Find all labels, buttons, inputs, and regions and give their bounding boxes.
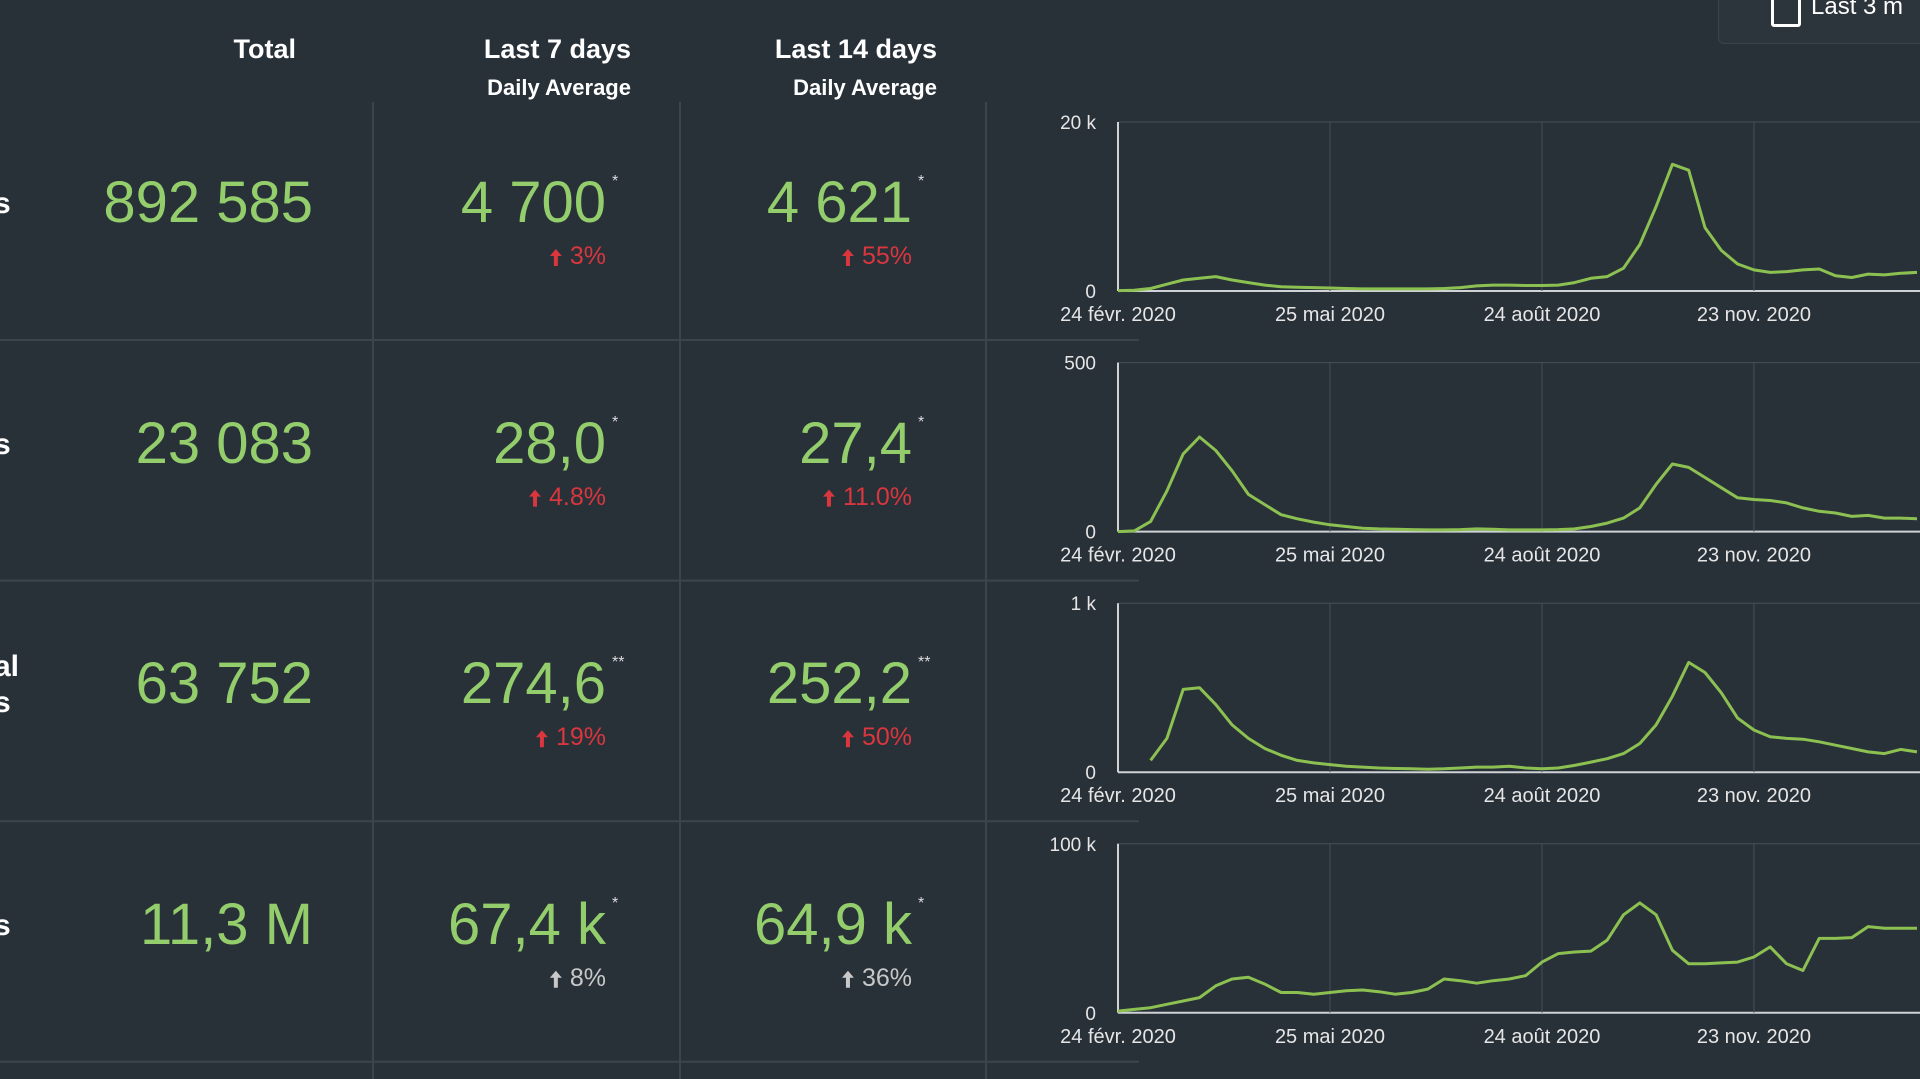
x-tick-label: 24 août 2020: [1484, 1026, 1601, 1048]
y-tick-label: 1 k: [1071, 594, 1097, 615]
footnote-mark: *: [918, 894, 925, 912]
footnote-mark: *: [918, 173, 925, 190]
trend-arrow: [822, 489, 835, 507]
footnote-mark: *: [612, 173, 619, 190]
change-value: 19%: [555, 723, 606, 752]
average-value: 4 621: [766, 170, 912, 235]
x-tick-label: 24 févr. 2020: [1060, 304, 1176, 326]
average-value: 28,0: [493, 410, 606, 476]
change-value: 4.8%: [549, 482, 606, 511]
x-tick-label: 23 nov. 2020: [1697, 545, 1811, 567]
column-header: Total: [233, 34, 297, 64]
x-tick-label: 23 nov. 2020: [1697, 304, 1811, 326]
column-header: Last 14 days: [774, 34, 937, 64]
y-tick-label: 0: [1085, 523, 1096, 544]
x-tick-label: 23 nov. 2020: [1697, 785, 1811, 807]
average-value: 4 700: [460, 170, 606, 235]
row-label: s: [0, 686, 11, 720]
x-tick-label: 25 mai 2020: [1275, 785, 1385, 807]
row-label: s: [0, 908, 11, 942]
trend-arrow: [549, 249, 562, 266]
trend-arrow: [535, 730, 548, 748]
trend-arrow: [841, 249, 854, 266]
row-label: s: [0, 187, 11, 220]
y-tick-label: 0: [1085, 763, 1096, 784]
trend-arrow: [529, 489, 542, 507]
data-line: [1117, 901, 1917, 1013]
trend-arrow: [841, 970, 854, 988]
x-tick-label: 24 août 2020: [1484, 785, 1601, 807]
y-tick-label: 100 k: [1050, 835, 1097, 856]
x-tick-label: 24 févr. 2020: [1060, 545, 1176, 567]
x-tick-label: 24 août 2020: [1484, 304, 1601, 326]
data-line: [1117, 435, 1918, 534]
checkbox[interactable]: [1771, 0, 1801, 27]
column-subheader: Daily Average: [793, 75, 937, 100]
row-label: s: [0, 427, 11, 461]
x-tick-label: 24 août 2020: [1484, 545, 1601, 567]
column-header: Last 7 days: [483, 34, 631, 64]
trend-arrow: [549, 970, 562, 988]
top-right-option[interactable]: Last 3 m: [1718, 0, 1920, 44]
change-value: 55%: [861, 242, 912, 270]
average-value: 252,2: [766, 651, 912, 717]
footnote-mark: *: [612, 413, 619, 431]
y-tick-label: 0: [1085, 1004, 1096, 1025]
x-tick-label: 23 nov. 2020: [1697, 1026, 1811, 1048]
footnote-mark: *: [918, 413, 925, 431]
change-value: 8%: [569, 963, 606, 992]
x-tick-label: 24 févr. 2020: [1060, 785, 1176, 807]
change-value: 3%: [569, 242, 606, 270]
footnote-mark: *: [612, 894, 619, 912]
average-value: 64,9 k: [754, 891, 912, 957]
x-tick-label: 25 mai 2020: [1275, 1026, 1385, 1048]
change-value: 11.0%: [842, 482, 912, 511]
x-tick-label: 25 mai 2020: [1275, 304, 1385, 326]
total-value: 63 752: [135, 651, 313, 717]
average-value: 274,6: [460, 651, 606, 717]
option-label: Last 3 m: [1811, 0, 1904, 20]
change-value: 50%: [861, 723, 912, 752]
x-tick-label: 24 févr. 2020: [1060, 1026, 1176, 1048]
total-value: 892 585: [103, 170, 313, 235]
footnote-mark: **: [918, 654, 931, 672]
y-tick-label: 500: [1064, 354, 1096, 375]
average-value: 67,4 k: [448, 891, 606, 957]
average-value: 27,4: [799, 410, 912, 476]
data-line: [1117, 162, 1918, 293]
total-value: 23 083: [135, 410, 313, 476]
row-label: al: [0, 650, 20, 684]
y-tick-label: 0: [1085, 282, 1096, 303]
footnote-mark: **: [612, 654, 625, 672]
y-tick-label: 20 k: [1060, 113, 1096, 134]
trend-arrow: [841, 730, 854, 748]
total-value: 11,3 M: [139, 891, 313, 957]
data-line: [1149, 660, 1918, 771]
x-tick-label: 25 mai 2020: [1275, 545, 1385, 567]
change-value: 36%: [861, 963, 912, 992]
column-subheader: Daily Average: [487, 75, 631, 100]
